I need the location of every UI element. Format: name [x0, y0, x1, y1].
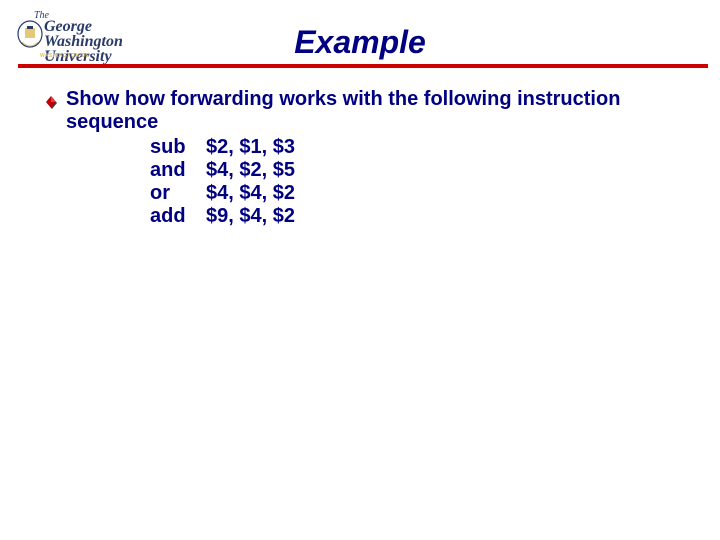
title-underline — [18, 64, 708, 68]
instruction-row: sub$2, $1, $3 — [150, 136, 684, 159]
instruction-op: add — [150, 205, 206, 228]
instruction-args: $4, $2, $5 — [206, 159, 295, 182]
instruction-op: sub — [150, 136, 206, 159]
instruction-row: add$9, $4, $2 — [150, 205, 684, 228]
instruction-row: and$4, $2, $5 — [150, 159, 684, 182]
bullet-item: Show how forwarding works with the follo… — [44, 88, 684, 134]
slide-title: Example — [0, 24, 720, 61]
slide-body: Show how forwarding works with the follo… — [44, 88, 684, 228]
instruction-args: $2, $1, $3 — [206, 136, 295, 159]
instruction-op: and — [150, 159, 206, 182]
slide: The George Washington University WASHING… — [0, 0, 720, 540]
instruction-list: sub$2, $1, $3and$4, $2, $5or$4, $4, $2ad… — [150, 136, 684, 228]
lead-text: Show how forwarding works with the follo… — [66, 88, 684, 134]
instruction-row: or$4, $4, $2 — [150, 182, 684, 205]
instruction-args: $4, $4, $2 — [206, 182, 295, 205]
instruction-args: $9, $4, $2 — [206, 205, 295, 228]
bullet-icon — [44, 95, 58, 109]
instruction-op: or — [150, 182, 206, 205]
